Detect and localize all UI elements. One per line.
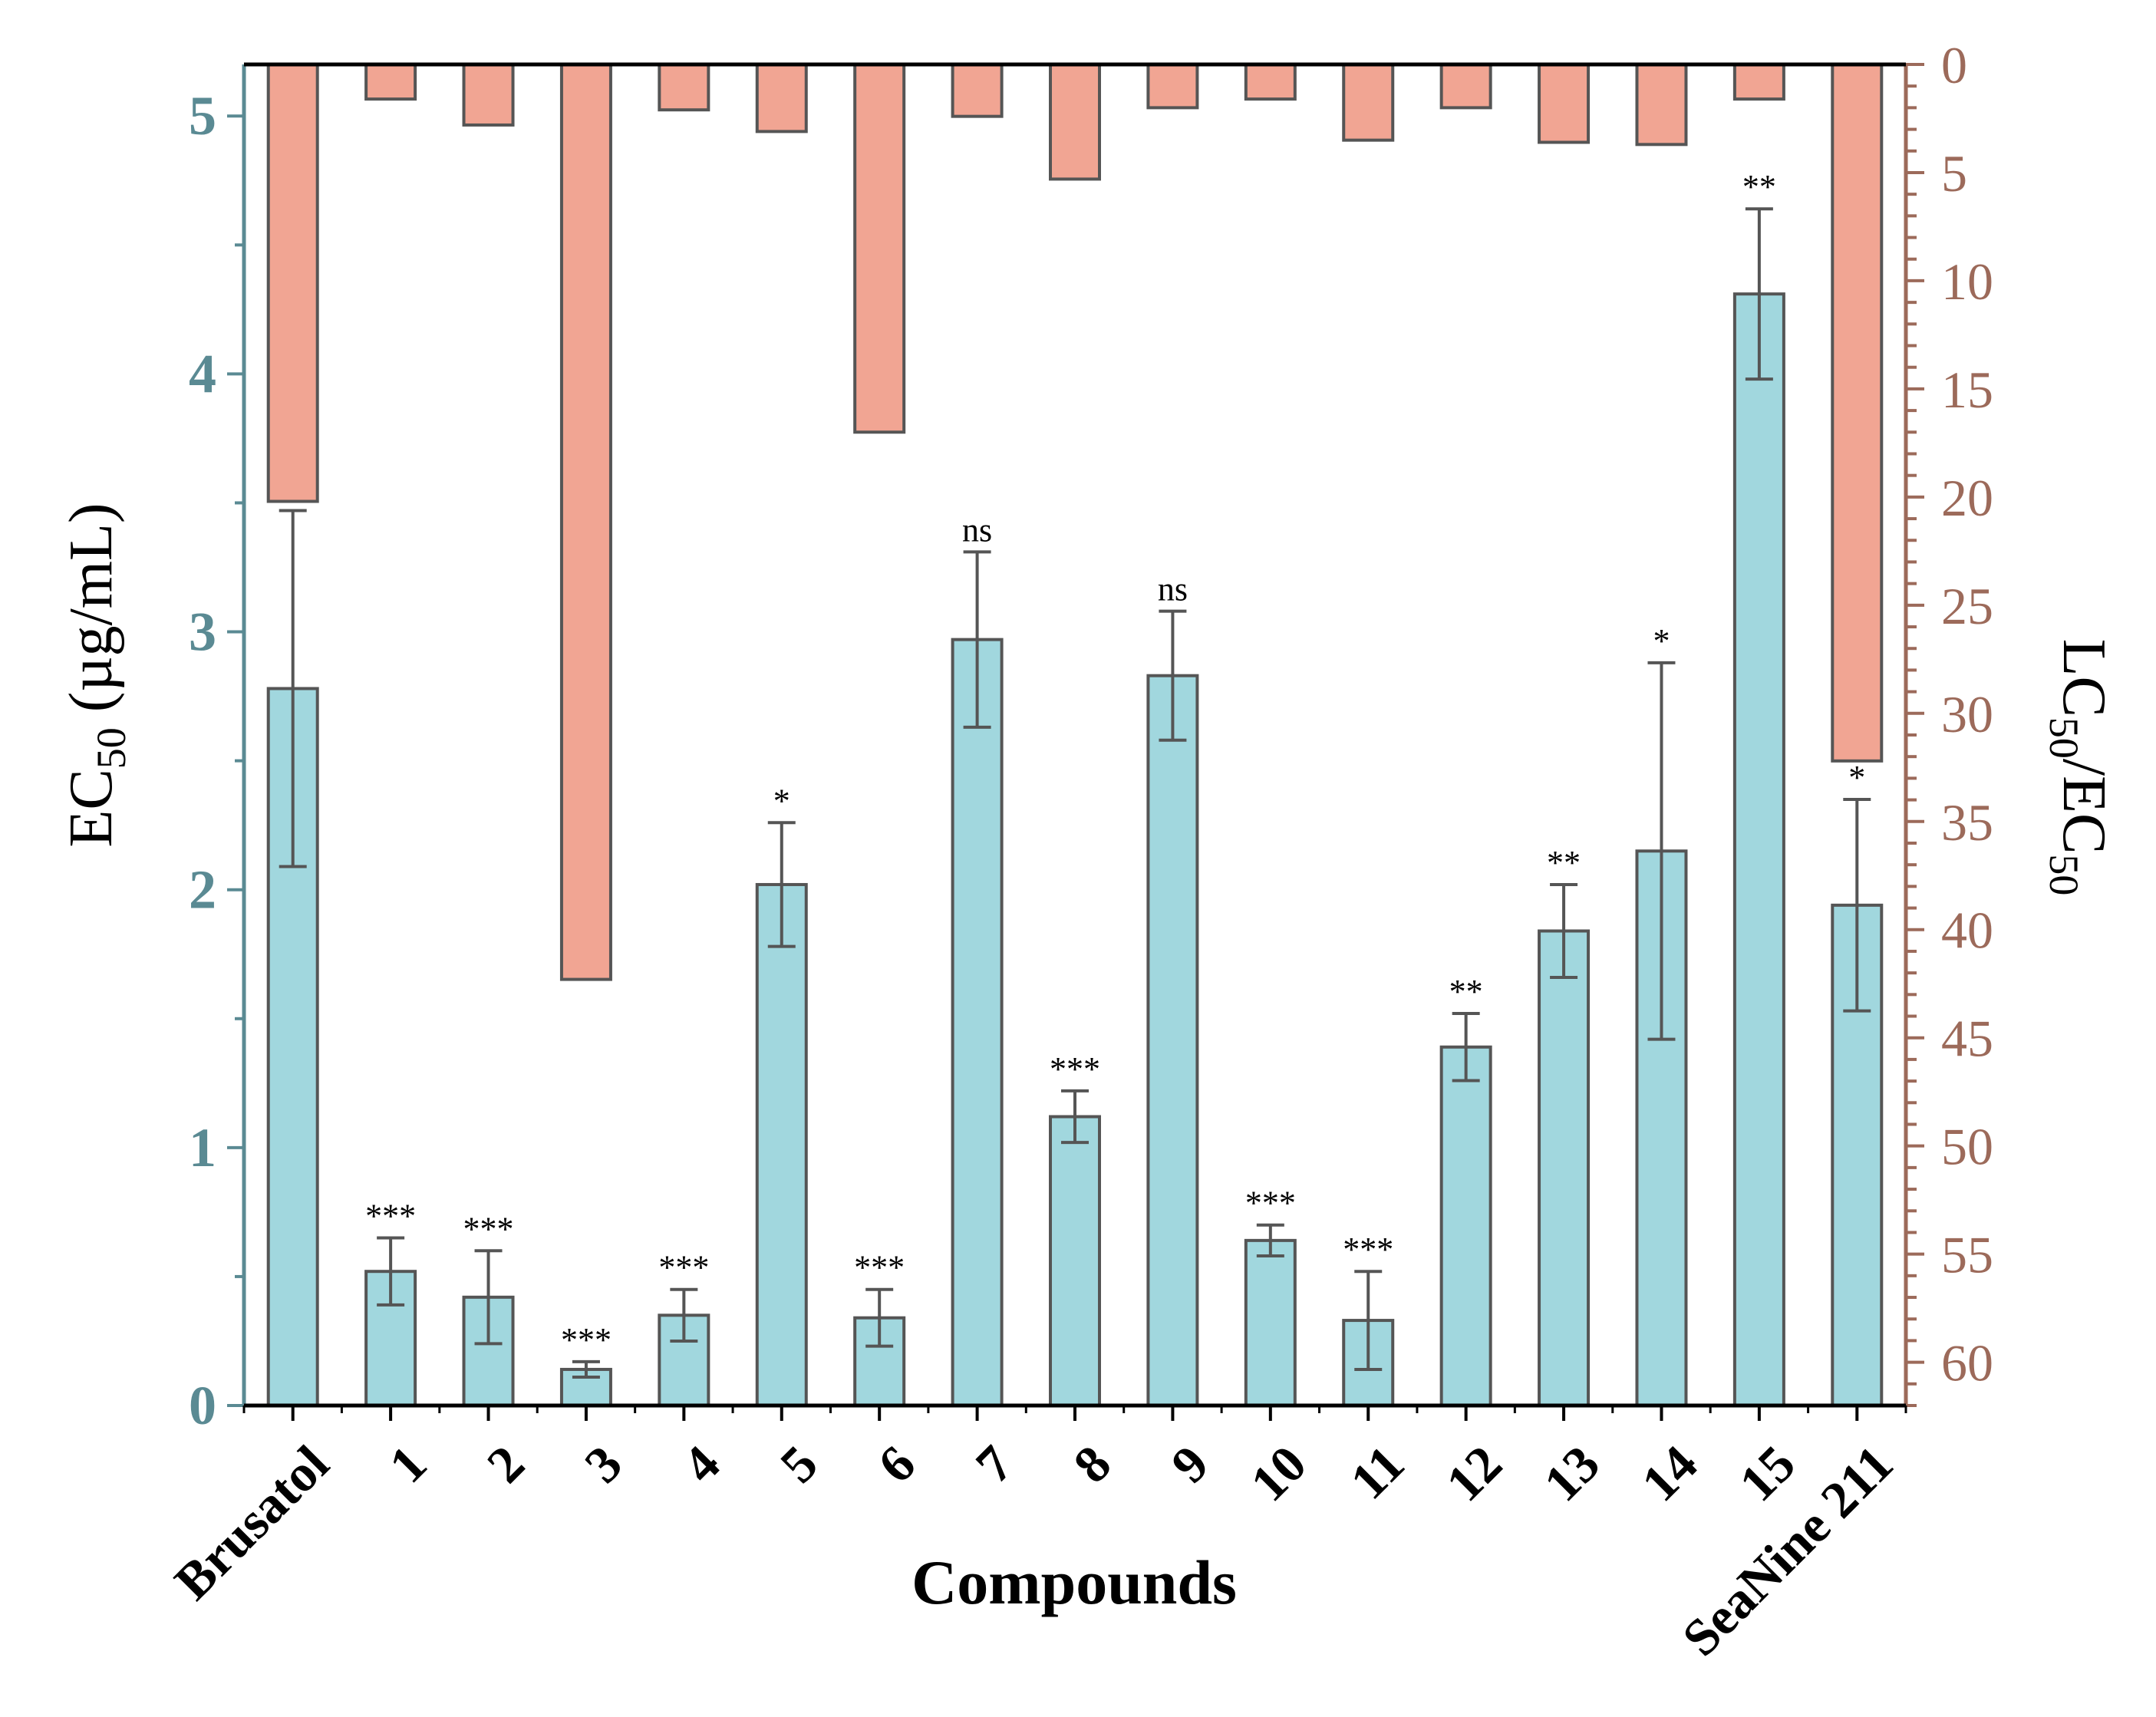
ratio-bar bbox=[462, 63, 515, 127]
ratio-bar bbox=[1146, 63, 1199, 110]
y2-tick-label: 50 bbox=[1941, 1118, 1993, 1176]
x-category-label: 2 bbox=[476, 1434, 536, 1494]
y2-tick-label: 45 bbox=[1941, 1010, 1993, 1068]
y2-tick-label: 25 bbox=[1941, 577, 1993, 635]
ratio-bar bbox=[1342, 63, 1395, 142]
x-category-label: 13 bbox=[1532, 1434, 1610, 1512]
ec50-bar bbox=[559, 1367, 612, 1408]
ratio-bar bbox=[1831, 63, 1884, 763]
ratio-bar bbox=[1439, 63, 1492, 110]
ratio-bar bbox=[364, 63, 417, 101]
x-category-label: 1 bbox=[377, 1434, 437, 1494]
ec50-bar bbox=[755, 882, 808, 1407]
y-tick-label: 3 bbox=[189, 601, 216, 663]
ratio-bar bbox=[755, 63, 808, 133]
y2-axis-title: LC50/EC50 bbox=[2041, 639, 2118, 896]
ec50-bar bbox=[1439, 1045, 1492, 1407]
x-category-label: 5 bbox=[769, 1434, 829, 1494]
significance-label: ** bbox=[1547, 844, 1581, 882]
x-category-label: 7 bbox=[964, 1434, 1024, 1494]
x-category-label: 8 bbox=[1062, 1434, 1122, 1494]
significance-label: * bbox=[1848, 759, 1865, 796]
x-category-label: 4 bbox=[671, 1434, 731, 1494]
x-category-label: Brusatol bbox=[163, 1434, 340, 1610]
x-category-label: 3 bbox=[573, 1434, 633, 1494]
ratio-bar bbox=[1635, 63, 1688, 147]
y-tick-label: 0 bbox=[189, 1375, 216, 1436]
ratio-bars bbox=[266, 63, 1884, 981]
significance-label: *** bbox=[463, 1210, 514, 1247]
ratio-bar bbox=[1538, 63, 1591, 144]
ec50-bar bbox=[1831, 903, 1884, 1408]
significance-label: ns bbox=[1158, 571, 1188, 608]
x-category-label: 12 bbox=[1435, 1434, 1513, 1512]
ratio-bar bbox=[951, 63, 1004, 118]
error-bars bbox=[279, 207, 1871, 1379]
y2-tick-label: 35 bbox=[1941, 793, 1993, 852]
significance-label: *** bbox=[1245, 1185, 1296, 1222]
ratio-bar bbox=[559, 63, 612, 981]
y2-tick-label: 40 bbox=[1941, 901, 1993, 960]
ec50-bar bbox=[1146, 674, 1199, 1407]
y-tick-label: 2 bbox=[189, 859, 216, 921]
x-axis-title: Compounds bbox=[912, 1547, 1237, 1617]
y2-tick-label: 20 bbox=[1941, 469, 1993, 527]
x-category-label: 6 bbox=[867, 1434, 927, 1494]
y2-tick-label: 15 bbox=[1941, 361, 1993, 419]
ec50-bar bbox=[1538, 929, 1591, 1407]
ratio-bar bbox=[658, 63, 710, 112]
x-category-label: 10 bbox=[1239, 1434, 1317, 1512]
significance-label: *** bbox=[1050, 1050, 1100, 1088]
y-tick-label: 1 bbox=[189, 1117, 216, 1178]
ec50-bar bbox=[1244, 1238, 1297, 1408]
significance-label: * bbox=[773, 782, 790, 819]
significance-label: *** bbox=[1343, 1231, 1393, 1268]
x-category-label: 9 bbox=[1160, 1434, 1220, 1494]
significance-label: *** bbox=[658, 1249, 709, 1287]
ratio-bar bbox=[266, 63, 319, 503]
ec50-bar bbox=[1049, 1115, 1101, 1407]
y2-tick-label: 60 bbox=[1941, 1334, 1993, 1392]
labels: *** *************ns***ns**************012… bbox=[163, 36, 1993, 1667]
y-axis-title: EC50 (µg/mL) bbox=[58, 503, 134, 848]
y2-tick-label: 5 bbox=[1941, 144, 1967, 203]
ratio-bar bbox=[1732, 63, 1785, 101]
y2-tick-label: 30 bbox=[1941, 685, 1993, 743]
ratio-bar bbox=[1244, 63, 1297, 101]
ratio-bar bbox=[853, 63, 906, 434]
significance-label: ** bbox=[1449, 973, 1483, 1010]
y2-tick-label: 0 bbox=[1941, 36, 1967, 94]
ratio-bar bbox=[1049, 63, 1101, 181]
x-category-label: 14 bbox=[1630, 1434, 1709, 1512]
significance-label: * bbox=[1653, 622, 1670, 660]
axes bbox=[227, 62, 1924, 1421]
y2-tick-label: 10 bbox=[1941, 252, 1993, 311]
ec50-bar bbox=[951, 638, 1004, 1407]
significance-label: *** bbox=[561, 1321, 612, 1359]
y2-tick-label: 55 bbox=[1941, 1226, 1993, 1284]
x-category-label: 15 bbox=[1728, 1434, 1806, 1512]
ec50-bar bbox=[1732, 292, 1785, 1408]
y-tick-label: 4 bbox=[189, 343, 216, 404]
significance-label: ns bbox=[962, 511, 992, 549]
y-tick-label: 5 bbox=[189, 85, 216, 147]
significance-label: ** bbox=[1742, 168, 1776, 206]
significance-label: *** bbox=[365, 1198, 416, 1235]
x-category-label: 11 bbox=[1339, 1434, 1415, 1510]
significance-label: *** bbox=[854, 1249, 905, 1287]
